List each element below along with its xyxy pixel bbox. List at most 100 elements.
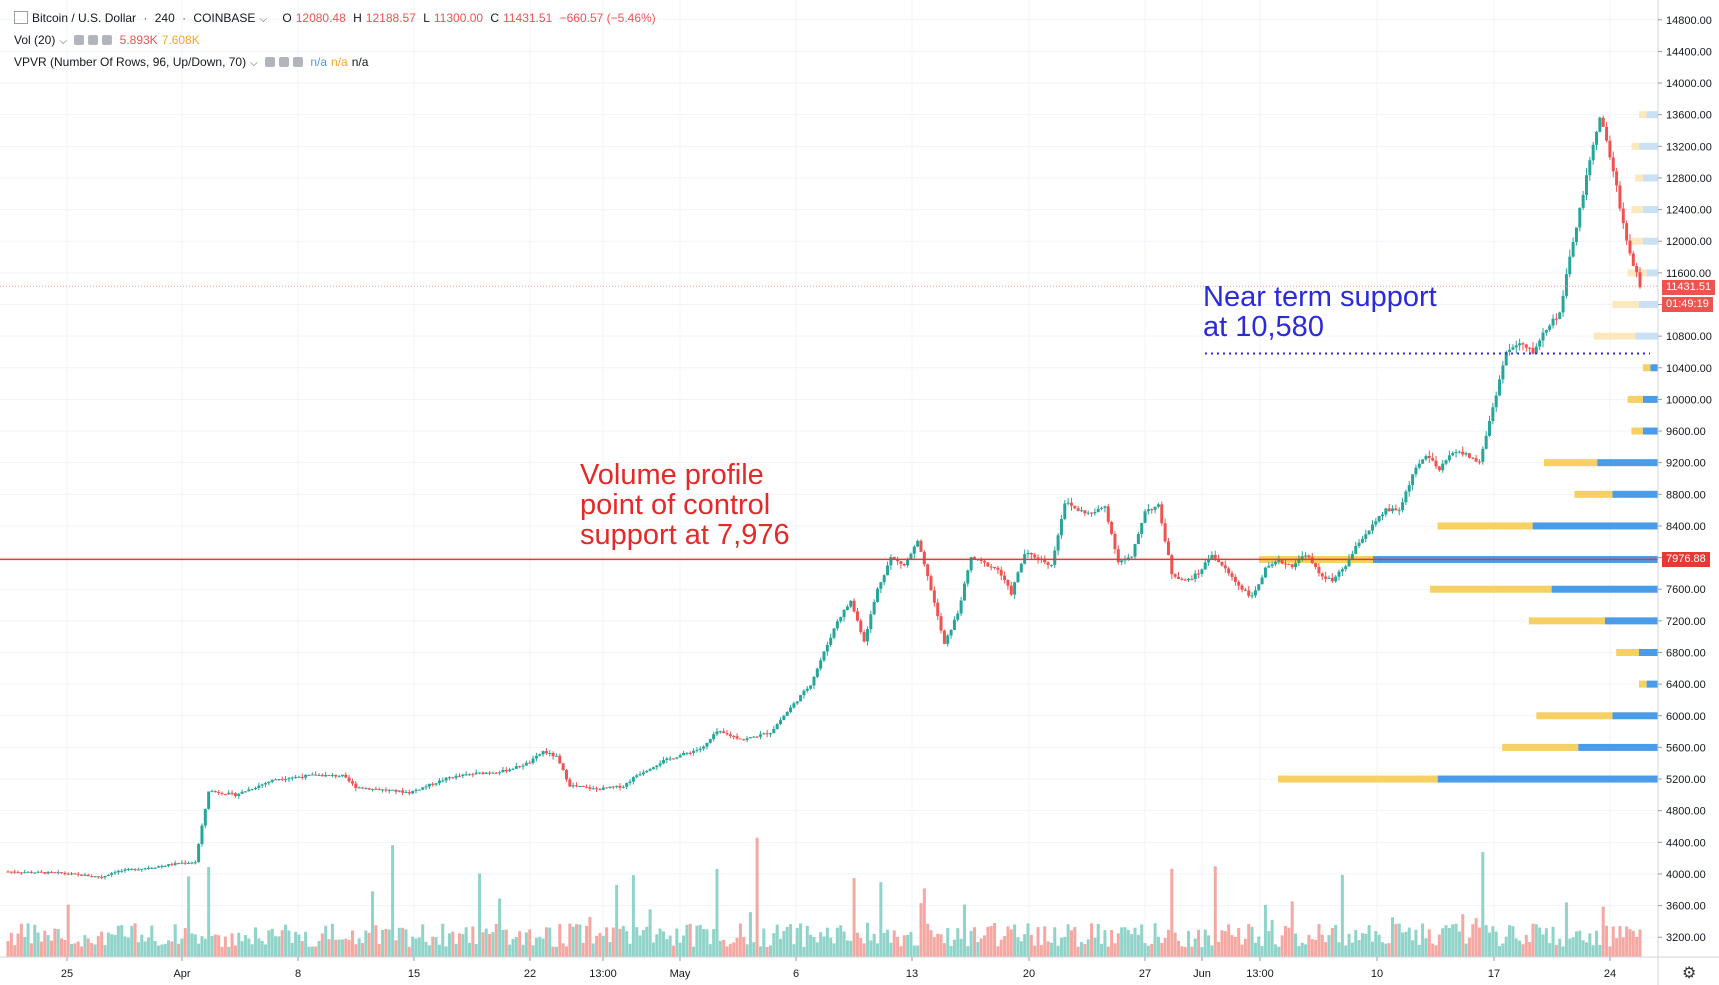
volume-bars [6,837,1642,957]
volume-bar [534,937,538,957]
volume-bar [280,930,284,957]
candle-body [772,728,776,734]
volume-bar [1548,943,1552,957]
volume-bar [170,941,174,957]
candle-body [1294,563,1298,568]
volume-bar [611,927,615,957]
collapse-toggle-icon[interactable] [14,11,28,24]
candle-body [334,774,338,777]
volume-bar [1344,945,1348,957]
volume-bar [277,936,281,957]
volume-bar [347,939,351,957]
volume-bar [1324,942,1328,957]
volume-bar [829,937,833,957]
volume-legend[interactable]: Vol (20) ⌵ 5.893K 7.608K [14,33,204,49]
candle-body [1357,542,1361,546]
candle-body [1160,504,1164,524]
candle-body [752,736,756,738]
volume-bar [1277,946,1281,957]
candle-body [972,557,976,560]
time-axis: 25 Apr 8 15 22 13:00 May 6 13 20 27 Jun 13:00 10 17 24 [0,956,1719,980]
volume-bar [645,926,649,957]
volume-profile-up-bar [1437,775,1658,783]
volume-bar [9,932,13,957]
volume-profile-up-bar [1642,395,1658,403]
volume-bar [197,943,201,957]
vpvr-legend[interactable]: VPVR (Number Of Rows, 96, Up/Down, 70) ⌵ … [14,55,372,71]
candle-body [103,875,107,878]
volume-bar [1049,942,1053,957]
volume-bar [1140,924,1144,957]
volume-bar [223,936,227,957]
candle-body [648,769,652,771]
volume-bar [715,868,719,957]
candle-body [1631,253,1635,266]
volume-profile-up-bar [1604,617,1658,625]
candle-body [39,871,43,873]
candle-body [789,707,793,712]
volume-bar [882,932,886,957]
volume-bar [207,867,211,957]
candle-body [330,774,334,776]
gear-icon[interactable]: ⚙ [1682,965,1697,982]
volume-bar [989,926,993,957]
volume-bar [143,941,147,957]
close-icon[interactable] [293,57,304,67]
volume-bar [1374,930,1378,957]
volume-bar [538,936,542,957]
volume-bar [1223,931,1227,957]
volume-bar [1284,926,1288,957]
volume-bar [1076,946,1080,957]
time-tick-label: 24 [1604,968,1616,980]
volume-bar [187,876,191,957]
candle-body [1364,534,1368,539]
volume-bar [1498,945,1502,957]
volume-bar [26,923,30,957]
chevron-down-icon[interactable]: ⌵ [259,14,268,25]
volume-bar [1096,923,1100,957]
candle-body [1324,576,1328,579]
settings-icon[interactable] [88,35,99,45]
eye-icon[interactable] [74,35,85,45]
volume-bar [999,939,1003,957]
volume-bar [190,933,194,957]
candle-body [775,724,779,729]
volume-value-2: 7.608K [161,33,200,47]
symbol-legend[interactable]: Bitcoin / U.S. Dollar · 240 · COINBASE ⌵ … [14,11,660,27]
last-price-tag: 11431.51 [1662,280,1716,295]
candle-body [1621,208,1625,224]
volume-bar [1066,924,1070,957]
close-icon[interactable] [102,35,113,45]
volume-profile-down-bar [1536,712,1613,720]
volume-bar [153,940,157,957]
eye-icon[interactable] [265,57,276,67]
candle-body [645,770,649,773]
candle-body [658,763,662,766]
time-tick-label: 8 [295,968,301,980]
volume-profile-down-bar [1544,459,1598,467]
candle-body [207,791,211,809]
candle-body [284,779,288,781]
chevron-down-icon[interactable]: ⌵ [250,58,258,69]
settings-icon[interactable] [279,57,290,67]
volume-bar [377,944,381,957]
candle-body [1350,553,1354,560]
volume-bar [70,943,74,957]
chevron-down-icon[interactable]: ⌵ [59,36,67,47]
candle-body [1591,144,1595,161]
candle-body [270,779,274,782]
candle-body [1518,343,1522,346]
volume-bar [554,946,558,957]
volume-bar [809,934,813,957]
candle-body [1307,555,1311,558]
candle-body [1384,508,1388,515]
candle-body [1608,140,1612,158]
candle-body [695,749,699,751]
candle-body [845,606,849,610]
candle-body [608,786,612,788]
volume-bar [1411,940,1415,957]
open-value: 12080.48 [295,11,346,25]
volume-bar [672,945,676,957]
candle-body [1491,407,1495,421]
